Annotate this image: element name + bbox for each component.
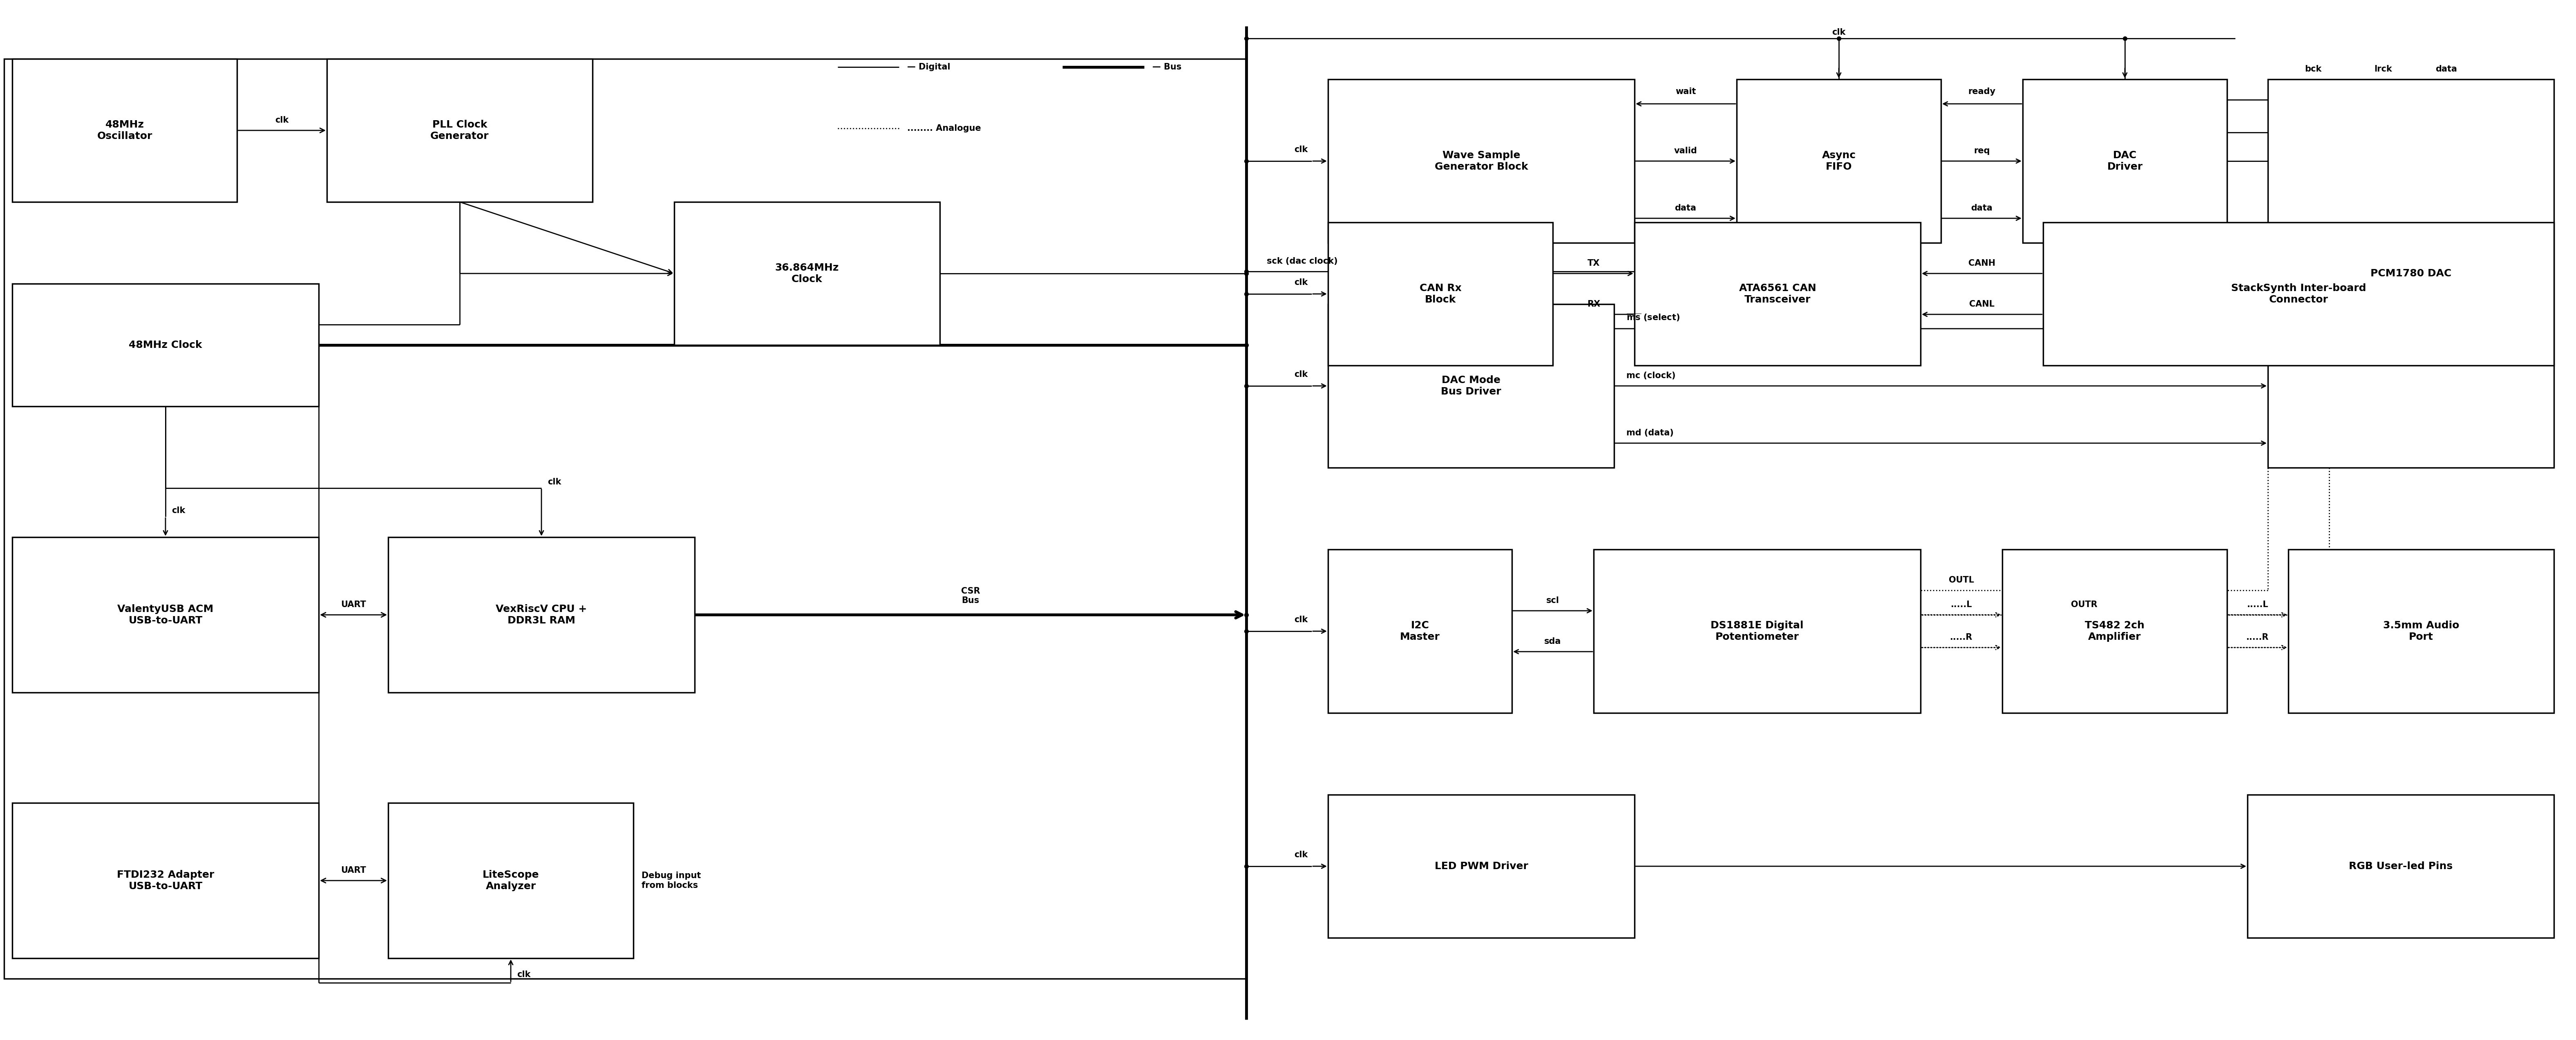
FancyBboxPatch shape [389, 803, 634, 958]
Text: PCM1780 DAC: PCM1780 DAC [2370, 268, 2452, 279]
Text: lrck: lrck [2375, 64, 2393, 73]
Text: — Digital: — Digital [907, 63, 951, 71]
Text: clk: clk [1832, 28, 1844, 36]
Text: 3.5mm Audio
Port: 3.5mm Audio Port [2383, 621, 2460, 642]
Text: clk: clk [1293, 146, 1309, 154]
Text: md (data): md (data) [1625, 428, 1674, 437]
Text: RX: RX [1587, 301, 1600, 308]
Text: mc (clock): mc (clock) [1625, 371, 1674, 380]
Text: Async
FIFO: Async FIFO [1821, 151, 1855, 172]
Text: CSR
Bus: CSR Bus [961, 587, 979, 604]
Text: RGB User-led Pins: RGB User-led Pins [2349, 861, 2452, 872]
Text: clk: clk [276, 116, 289, 124]
Text: UART: UART [340, 866, 366, 875]
Text: sck (dac clock): sck (dac clock) [1267, 257, 1337, 265]
Text: ready: ready [1968, 87, 1996, 96]
FancyBboxPatch shape [1736, 79, 1940, 242]
Text: req: req [1973, 147, 1989, 155]
Text: VexRiscV CPU +
DDR3L RAM: VexRiscV CPU + DDR3L RAM [495, 604, 587, 625]
FancyBboxPatch shape [1329, 549, 1512, 713]
FancyBboxPatch shape [1329, 304, 1615, 468]
FancyBboxPatch shape [13, 284, 319, 407]
FancyBboxPatch shape [675, 202, 940, 345]
Text: .....L: .....L [2246, 600, 2269, 608]
FancyBboxPatch shape [1329, 79, 1636, 242]
Text: ........ Analogue: ........ Analogue [907, 124, 981, 132]
Text: .....R: .....R [2246, 633, 2269, 642]
Text: I2C
Master: I2C Master [1399, 621, 1440, 642]
Text: clk: clk [173, 506, 185, 515]
Text: ValentyUSB ACM
USB-to-UART: ValentyUSB ACM USB-to-UART [118, 604, 214, 625]
Text: $\overline{\mathregular{ms}}$ (select): $\overline{\mathregular{ms}}$ (select) [1625, 313, 1680, 322]
FancyBboxPatch shape [2287, 549, 2553, 713]
FancyBboxPatch shape [1595, 549, 1922, 713]
Text: — Bus: — Bus [1151, 63, 1182, 71]
FancyBboxPatch shape [2022, 79, 2228, 242]
Text: clk: clk [1293, 851, 1309, 859]
Text: 48MHz Clock: 48MHz Clock [129, 340, 201, 349]
Text: Debug input
from blocks: Debug input from blocks [641, 872, 701, 889]
Text: PLL Clock
Generator: PLL Clock Generator [430, 120, 489, 141]
Text: DS1881E Digital
Potentiometer: DS1881E Digital Potentiometer [1710, 621, 1803, 642]
Text: CAN Rx
Block: CAN Rx Block [1419, 283, 1461, 305]
FancyBboxPatch shape [1329, 795, 1636, 938]
Text: OUTL: OUTL [1950, 576, 1973, 584]
Text: ATA6561 CAN
Transceiver: ATA6561 CAN Transceiver [1739, 283, 1816, 305]
Text: TS482 2ch
Amplifier: TS482 2ch Amplifier [2084, 621, 2143, 642]
Text: CANH: CANH [1968, 259, 1996, 267]
Text: scl: scl [1546, 597, 1558, 604]
Text: LED PWM Driver: LED PWM Driver [1435, 861, 1528, 872]
Text: wait: wait [1674, 87, 1695, 96]
Text: Wave Sample
Generator Block: Wave Sample Generator Block [1435, 151, 1528, 172]
FancyBboxPatch shape [1636, 223, 1922, 365]
Text: clk: clk [1293, 279, 1309, 287]
FancyBboxPatch shape [13, 538, 319, 693]
Text: .....R: .....R [1950, 633, 1973, 642]
Text: data: data [1674, 204, 1698, 212]
Text: DAC Mode
Bus Driver: DAC Mode Bus Driver [1440, 375, 1502, 396]
FancyBboxPatch shape [327, 59, 592, 202]
FancyBboxPatch shape [2043, 223, 2553, 365]
FancyBboxPatch shape [389, 538, 696, 693]
Text: sda: sda [1546, 638, 1561, 646]
FancyBboxPatch shape [13, 59, 237, 202]
Text: clk: clk [518, 970, 531, 979]
Text: LiteScope
Analyzer: LiteScope Analyzer [482, 870, 538, 891]
Text: clk: clk [1293, 370, 1309, 379]
Text: data: data [1971, 204, 1994, 212]
Text: UART: UART [340, 600, 366, 608]
Text: .....L: .....L [1950, 600, 1973, 608]
FancyBboxPatch shape [2246, 795, 2553, 938]
Text: OUTR: OUTR [2071, 600, 2097, 608]
Text: clk: clk [1293, 616, 1309, 624]
FancyBboxPatch shape [2267, 79, 2553, 468]
Text: valid: valid [1674, 147, 1698, 155]
Text: StackSynth Inter-board
Connector: StackSynth Inter-board Connector [2231, 283, 2367, 305]
Text: 36.864MHz
Clock: 36.864MHz Clock [775, 263, 840, 284]
Text: bck: bck [2306, 64, 2321, 73]
FancyBboxPatch shape [13, 803, 319, 958]
FancyBboxPatch shape [1329, 223, 1553, 365]
FancyBboxPatch shape [2002, 549, 2228, 713]
Text: 48MHz
Oscillator: 48MHz Oscillator [98, 120, 152, 141]
Text: data: data [2434, 64, 2458, 73]
Text: CANL: CANL [1968, 301, 1994, 308]
Text: FTDI232 Adapter
USB-to-UART: FTDI232 Adapter USB-to-UART [116, 870, 214, 891]
Text: clk: clk [549, 478, 562, 486]
Text: DAC
Driver: DAC Driver [2107, 151, 2143, 172]
Text: TX: TX [1587, 259, 1600, 267]
